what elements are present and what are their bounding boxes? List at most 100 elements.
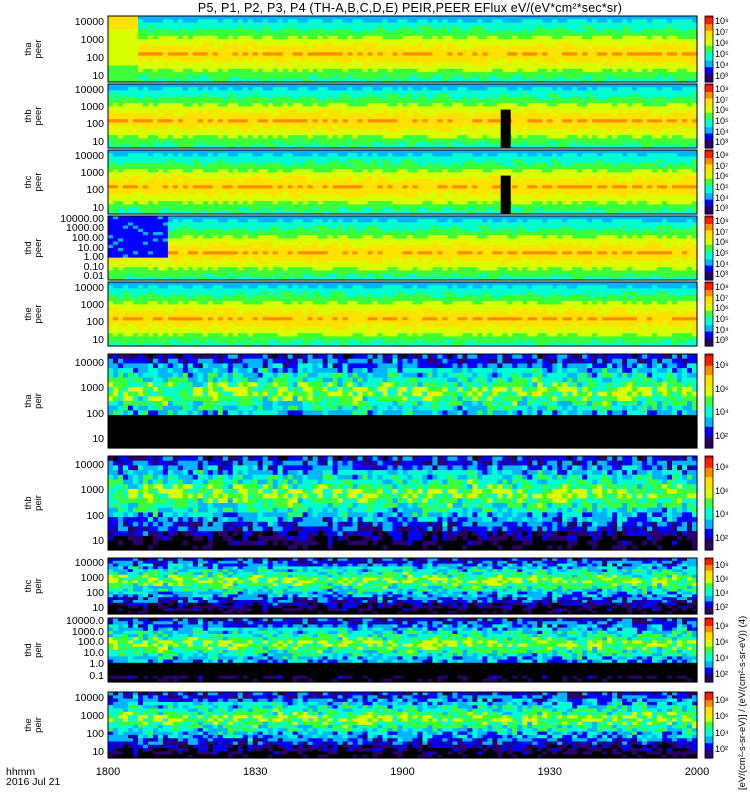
heatmap-cell xyxy=(112,100,119,104)
heatmap-cell xyxy=(452,55,459,60)
heatmap-cell xyxy=(257,75,264,80)
heatmap-cell xyxy=(382,19,389,24)
heatmap-cell xyxy=(192,116,199,120)
heatmap-cell xyxy=(537,45,543,50)
heatmap-cell xyxy=(317,32,324,37)
heatmap-cell xyxy=(692,35,698,40)
heatmap-cell xyxy=(587,52,593,57)
heatmap-cell xyxy=(222,93,229,98)
heatmap-cell xyxy=(112,128,119,133)
heatmap-cell xyxy=(108,119,114,123)
heatmap-cell xyxy=(317,75,324,80)
heatmap-cell xyxy=(647,16,653,20)
heatmap-cell xyxy=(282,25,289,30)
heatmap-cell xyxy=(197,62,204,67)
heatmap-cell xyxy=(382,65,389,70)
heatmap-cell xyxy=(177,138,184,143)
heatmap-cell xyxy=(237,39,244,43)
heatmap-cell xyxy=(672,68,678,73)
heatmap-cell xyxy=(472,132,478,136)
heatmap-cell xyxy=(387,141,394,146)
heatmap-cell xyxy=(327,25,334,30)
heatmap-cell xyxy=(137,119,144,123)
heatmap-cell xyxy=(467,87,473,91)
heatmap-cell xyxy=(317,119,324,123)
heatmap-cell xyxy=(322,106,329,111)
heatmap-cell xyxy=(477,32,483,37)
heatmap-cell xyxy=(467,29,473,34)
heatmap-cell xyxy=(187,122,194,127)
heatmap-cell xyxy=(557,25,563,30)
heatmap-cell xyxy=(182,35,189,40)
heatmap-cell xyxy=(467,16,473,20)
heatmap-cell xyxy=(692,42,698,47)
heatmap-cell xyxy=(467,106,473,111)
heatmap-cell xyxy=(357,109,364,114)
heatmap-cell xyxy=(202,29,209,34)
heatmap-cell xyxy=(272,125,279,130)
heatmap-cell xyxy=(532,22,538,27)
heatmap-cell xyxy=(197,135,204,139)
heatmap-cell xyxy=(512,16,518,20)
heatmap-cell xyxy=(432,100,439,104)
heatmap-cell xyxy=(212,45,219,50)
heatmap-cell xyxy=(602,78,608,83)
heatmap-cell xyxy=(272,62,279,67)
heatmap-cell xyxy=(427,112,434,117)
heatmap-cell xyxy=(372,109,379,114)
heatmap-cell xyxy=(657,25,663,30)
heatmap-cell xyxy=(457,16,463,20)
heatmap-cell xyxy=(332,116,339,120)
heatmap-cell xyxy=(147,112,154,117)
colorbar-segment xyxy=(705,60,713,63)
heatmap-cell xyxy=(312,87,319,91)
heatmap-cell xyxy=(472,52,478,57)
heatmap-cell xyxy=(227,128,234,133)
heatmap-cell xyxy=(247,132,254,136)
heatmap-cell xyxy=(437,62,444,67)
heatmap-cell xyxy=(287,141,294,146)
heatmap-cell xyxy=(172,141,179,146)
heatmap-cell xyxy=(447,100,454,104)
heatmap-cell xyxy=(237,16,244,20)
heatmap-cell xyxy=(272,78,279,83)
heatmap-cell xyxy=(152,35,159,40)
heatmap-cell xyxy=(617,45,623,50)
heatmap-cell xyxy=(302,19,309,24)
heatmap-cell xyxy=(342,75,349,80)
heatmap-cell xyxy=(412,78,419,83)
heatmap-cell xyxy=(602,16,608,20)
heatmap-cell xyxy=(292,100,299,104)
heatmap-cell xyxy=(497,25,503,30)
heatmap-cell xyxy=(482,78,488,83)
heatmap-cell xyxy=(422,52,429,57)
heatmap-cell xyxy=(257,84,264,88)
heatmap-cell xyxy=(377,49,384,53)
heatmap-cell xyxy=(352,55,359,60)
heatmap-cell xyxy=(177,55,184,60)
heatmap-cell xyxy=(222,68,229,73)
heatmap-cell xyxy=(487,35,493,40)
heatmap-cell xyxy=(677,49,683,53)
heatmap-cell xyxy=(467,96,473,101)
heatmap-cell xyxy=(597,25,603,30)
heatmap-cell xyxy=(592,58,598,63)
heatmap-cell xyxy=(312,62,319,67)
heatmap-cell xyxy=(108,75,114,80)
heatmap-cell xyxy=(117,141,124,146)
heatmap-cell xyxy=(477,55,483,60)
heatmap-cell xyxy=(492,52,498,57)
heatmap-cell xyxy=(242,35,249,40)
heatmap-cell xyxy=(242,49,249,53)
heatmap-cell xyxy=(237,87,244,91)
heatmap-cell xyxy=(382,72,389,76)
heatmap-cell xyxy=(147,35,154,40)
heatmap-cell xyxy=(422,19,429,24)
heatmap-cell xyxy=(482,72,488,76)
heatmap-cell xyxy=(157,84,164,88)
heatmap-cell xyxy=(192,132,199,136)
heatmap-cell xyxy=(172,72,179,76)
colorbar-segment xyxy=(705,53,713,57)
heatmap-cell xyxy=(407,116,414,120)
heatmap-cell xyxy=(367,90,374,95)
